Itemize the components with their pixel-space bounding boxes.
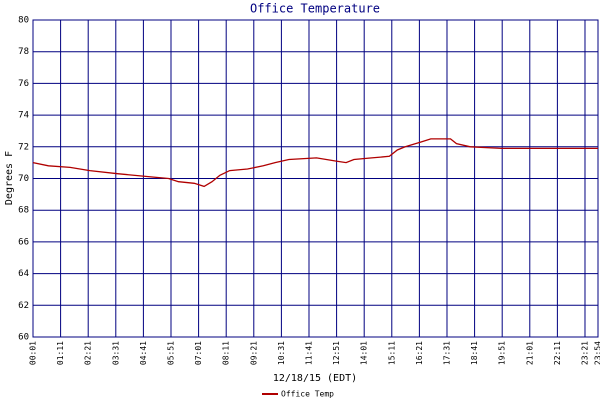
x-tick-label: 05:51 [166,341,175,365]
x-tick-label: 19:51 [498,341,507,365]
y-tick-label: 72 [18,142,29,152]
y-tick-label: 76 [18,79,29,89]
x-tick-label: 23:54 [594,341,600,365]
y-tick-label: 74 [18,111,29,121]
x-tick-label: 10:31 [277,341,286,365]
x-tick-label: 16:21 [415,341,424,365]
x-tick-label: 12:51 [332,341,341,365]
x-tick-label: 18:41 [470,341,479,365]
chart-title: Office Temperature [250,2,380,16]
y-tick-label: 66 [18,237,29,247]
x-tick-label: 22:11 [553,341,562,365]
x-tick-label: 09:21 [249,341,258,365]
legend-label: Office Temp [281,390,334,399]
data-line [32,138,598,188]
x-tick-label: 21:01 [525,341,534,365]
x-tick-label: 03:31 [111,341,120,365]
y-tick-label: 70 [18,174,29,184]
y-tick-label: 60 [18,333,29,343]
y-tick-label: 62 [18,301,29,311]
x-tick-label: 01:11 [56,341,65,365]
x-axis-label: 12/18/15 (EDT) [273,373,357,384]
x-tick-label: 04:41 [139,341,148,365]
x-tick-label: 14:01 [360,341,369,365]
x-tick-label: 23:21 [580,341,589,365]
y-tick-label: 68 [18,206,29,216]
x-tick-label: 02:21 [84,341,93,365]
x-tick-label: 07:01 [194,341,203,365]
y-tick-label: 64 [18,269,29,279]
x-tick-label: 00:01 [29,341,38,365]
x-tick-label: 11:41 [304,341,313,365]
x-tick-label: 08:11 [222,341,231,365]
x-tick-label: 17:31 [442,341,451,365]
y-axis-label: Degrees F [4,151,15,205]
x-tick-label: 15:11 [387,341,396,365]
y-tick-label: 78 [18,47,29,57]
y-tick-label: 80 [18,16,29,26]
